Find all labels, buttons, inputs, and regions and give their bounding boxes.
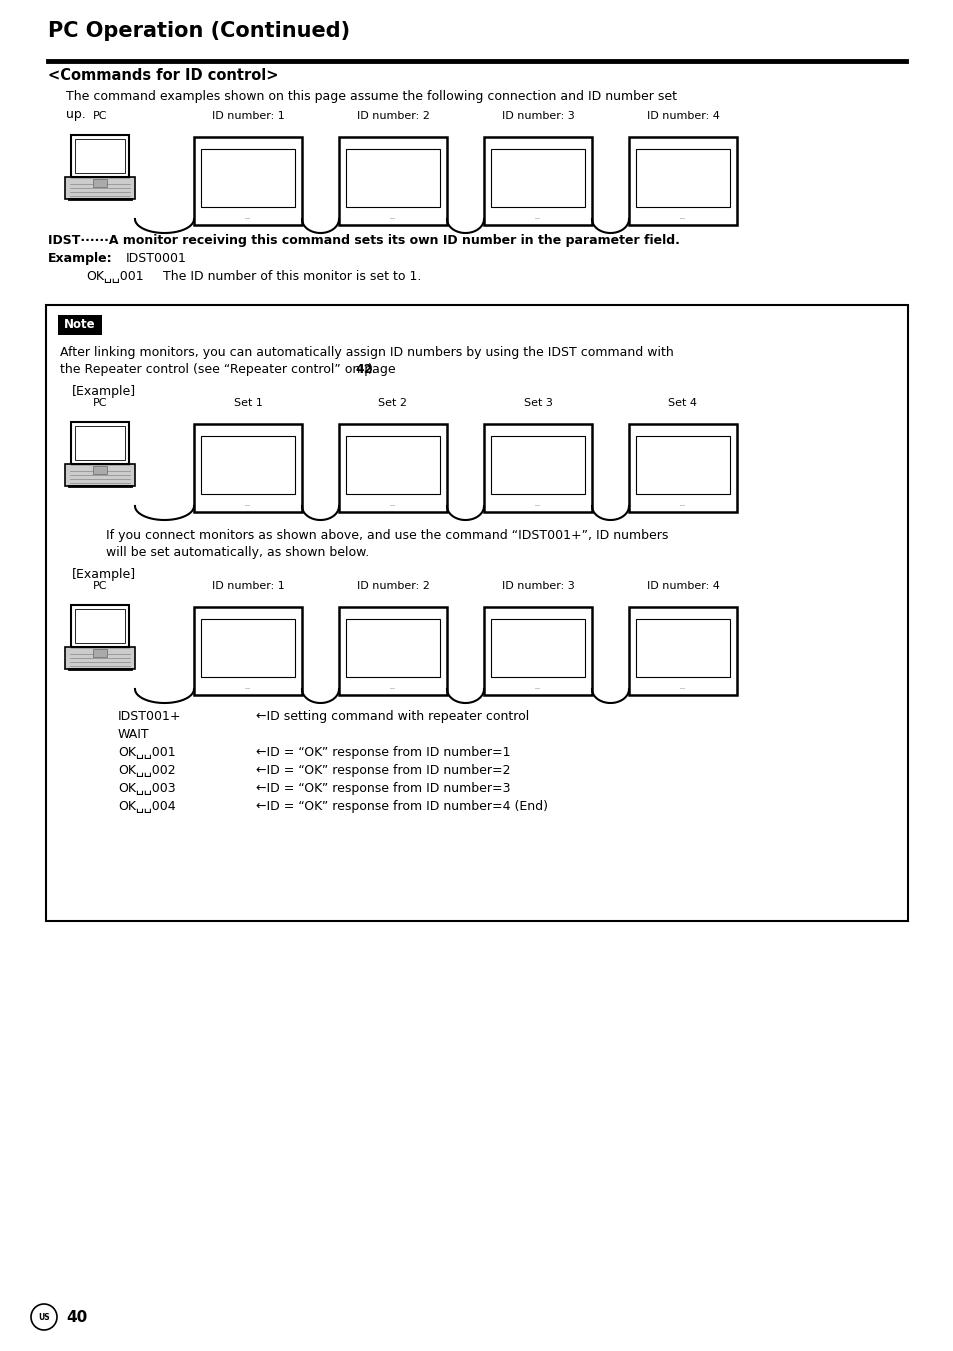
FancyBboxPatch shape: [71, 605, 129, 647]
FancyBboxPatch shape: [71, 422, 129, 463]
Text: ---: ---: [390, 503, 395, 508]
Text: Set 3: Set 3: [523, 399, 552, 408]
Text: <Commands for ID control>: <Commands for ID control>: [48, 68, 278, 82]
FancyBboxPatch shape: [491, 436, 584, 494]
FancyBboxPatch shape: [346, 436, 439, 494]
Text: ←ID = “OK” response from ID number=3: ←ID = “OK” response from ID number=3: [255, 782, 510, 794]
Text: ---: ---: [535, 216, 540, 222]
Text: The command examples shown on this page assume the following connection and ID n: The command examples shown on this page …: [66, 91, 677, 103]
Text: OK␣␣002: OK␣␣002: [118, 765, 175, 777]
FancyBboxPatch shape: [65, 647, 135, 669]
Text: ---: ---: [679, 503, 685, 508]
Text: WAIT: WAIT: [118, 728, 150, 740]
Text: ---: ---: [245, 503, 251, 508]
Text: ---: ---: [679, 686, 685, 690]
FancyBboxPatch shape: [628, 424, 737, 512]
Text: ←ID = “OK” response from ID number=4 (End): ←ID = “OK” response from ID number=4 (En…: [255, 800, 547, 813]
FancyBboxPatch shape: [46, 305, 907, 921]
Text: US: US: [38, 1313, 50, 1321]
Text: OK␣␣001: OK␣␣001: [86, 270, 144, 282]
Text: ←ID = “OK” response from ID number=2: ←ID = “OK” response from ID number=2: [255, 765, 510, 777]
Text: ---: ---: [390, 216, 395, 222]
Text: If you connect monitors as shown above, and use the command “IDST001+”, ID numbe: If you connect monitors as shown above, …: [106, 530, 668, 542]
Text: ID number: 1: ID number: 1: [212, 581, 284, 590]
FancyBboxPatch shape: [483, 424, 592, 512]
Text: Set 1: Set 1: [233, 399, 262, 408]
Text: OK␣␣004: OK␣␣004: [118, 800, 175, 813]
Text: OK␣␣003: OK␣␣003: [118, 782, 175, 794]
FancyBboxPatch shape: [636, 436, 729, 494]
Text: will be set automatically, as shown below.: will be set automatically, as shown belo…: [106, 546, 369, 559]
Text: [Example]: [Example]: [71, 567, 136, 581]
Text: ).: ).: [368, 363, 376, 376]
Circle shape: [30, 1304, 57, 1329]
Text: IDST001+: IDST001+: [118, 711, 181, 723]
Text: OK␣␣001: OK␣␣001: [118, 746, 175, 759]
FancyBboxPatch shape: [636, 149, 729, 207]
FancyBboxPatch shape: [201, 436, 294, 494]
Text: ---: ---: [245, 216, 251, 222]
Text: ID number: 4: ID number: 4: [646, 581, 719, 590]
FancyBboxPatch shape: [92, 648, 107, 657]
Text: ---: ---: [390, 686, 395, 690]
FancyBboxPatch shape: [92, 466, 107, 474]
FancyBboxPatch shape: [201, 619, 294, 677]
FancyBboxPatch shape: [193, 424, 302, 512]
Text: ID number: 3: ID number: 3: [501, 111, 574, 122]
FancyBboxPatch shape: [71, 135, 129, 177]
Text: ---: ---: [535, 503, 540, 508]
FancyBboxPatch shape: [338, 607, 447, 694]
FancyBboxPatch shape: [491, 619, 584, 677]
FancyBboxPatch shape: [75, 426, 125, 459]
FancyBboxPatch shape: [628, 136, 737, 226]
Text: Note: Note: [64, 319, 95, 331]
Text: ID number: 4: ID number: 4: [646, 111, 719, 122]
FancyBboxPatch shape: [58, 315, 102, 335]
FancyBboxPatch shape: [193, 607, 302, 694]
FancyBboxPatch shape: [75, 139, 125, 173]
Text: IDST······A monitor receiving this command sets its own ID number in the paramet: IDST······A monitor receiving this comma…: [48, 234, 679, 247]
FancyBboxPatch shape: [491, 149, 584, 207]
FancyBboxPatch shape: [636, 619, 729, 677]
Text: Example:: Example:: [48, 253, 112, 265]
Text: PC: PC: [92, 111, 107, 122]
Text: 42: 42: [355, 363, 373, 376]
Text: After linking monitors, you can automatically assign ID numbers by using the IDS: After linking monitors, you can automati…: [60, 346, 673, 359]
Text: PC: PC: [92, 581, 107, 590]
Text: up.: up.: [66, 108, 86, 122]
FancyBboxPatch shape: [92, 178, 107, 186]
FancyBboxPatch shape: [483, 607, 592, 694]
FancyBboxPatch shape: [75, 609, 125, 643]
FancyBboxPatch shape: [628, 607, 737, 694]
Text: [Example]: [Example]: [71, 385, 136, 399]
Text: ID number: 2: ID number: 2: [356, 581, 429, 590]
FancyBboxPatch shape: [193, 136, 302, 226]
Text: ---: ---: [679, 216, 685, 222]
Text: PC Operation (Continued): PC Operation (Continued): [48, 22, 350, 41]
FancyBboxPatch shape: [65, 463, 135, 486]
Text: IDST0001: IDST0001: [126, 253, 187, 265]
FancyBboxPatch shape: [338, 424, 447, 512]
Text: ID number: 3: ID number: 3: [501, 581, 574, 590]
FancyBboxPatch shape: [201, 149, 294, 207]
Text: ---: ---: [535, 686, 540, 690]
FancyBboxPatch shape: [338, 136, 447, 226]
Text: ←ID = “OK” response from ID number=1: ←ID = “OK” response from ID number=1: [255, 746, 510, 759]
Text: ---: ---: [245, 686, 251, 690]
FancyBboxPatch shape: [483, 136, 592, 226]
Text: Set 2: Set 2: [378, 399, 407, 408]
FancyBboxPatch shape: [65, 177, 135, 199]
Text: 40: 40: [66, 1309, 87, 1324]
Text: Set 4: Set 4: [668, 399, 697, 408]
Text: ←ID setting command with repeater control: ←ID setting command with repeater contro…: [255, 711, 529, 723]
FancyBboxPatch shape: [346, 619, 439, 677]
Text: ID number: 1: ID number: 1: [212, 111, 284, 122]
Text: PC: PC: [92, 399, 107, 408]
Text: ID number: 2: ID number: 2: [356, 111, 429, 122]
Text: the Repeater control (see “Repeater control” on page: the Repeater control (see “Repeater cont…: [60, 363, 399, 376]
FancyBboxPatch shape: [346, 149, 439, 207]
Text: The ID number of this monitor is set to 1.: The ID number of this monitor is set to …: [163, 270, 421, 282]
